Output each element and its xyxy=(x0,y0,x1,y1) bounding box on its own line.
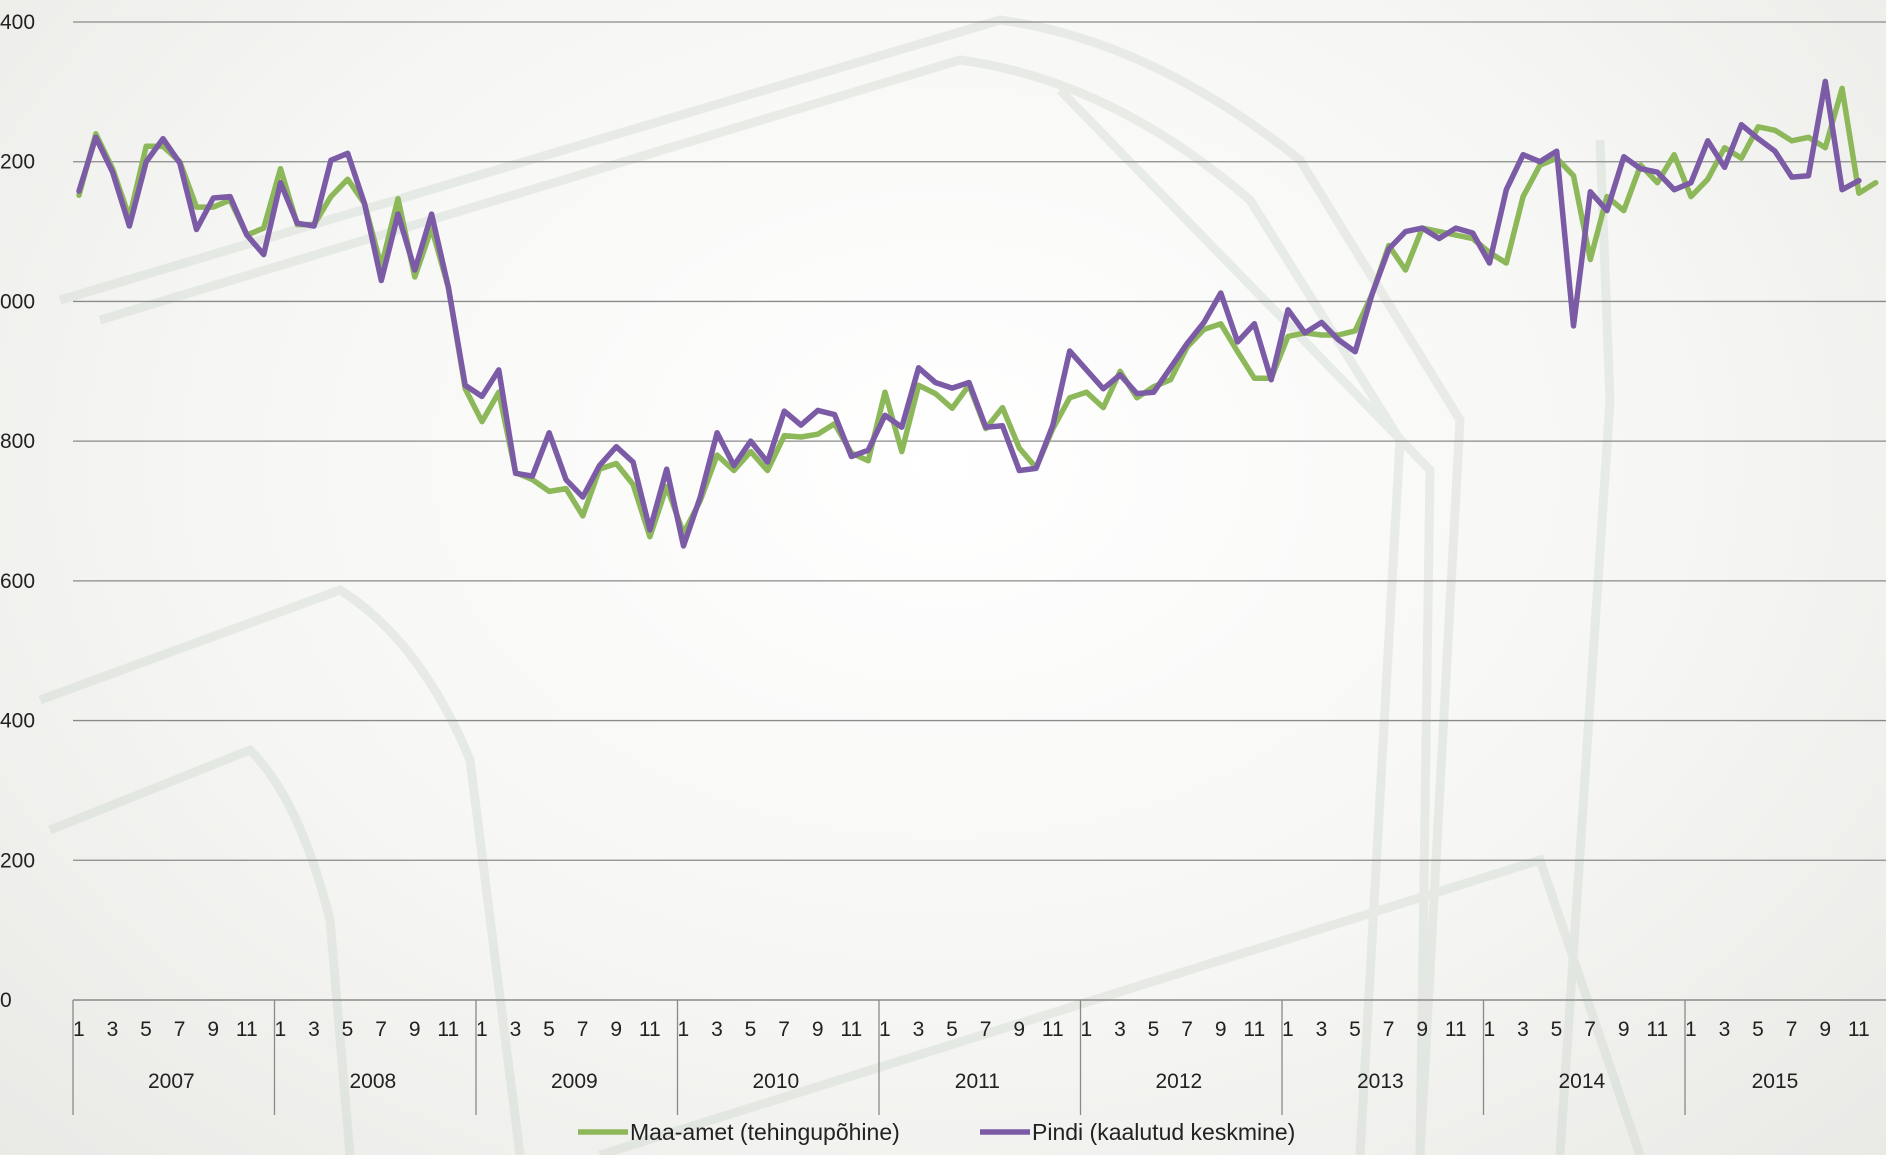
y-tick-label: 400 xyxy=(0,710,35,733)
x-year-label: 2013 xyxy=(1357,1070,1404,1093)
x-tick-label: 11 xyxy=(437,1018,459,1041)
x-tick-label: 1 xyxy=(879,1018,891,1041)
x-tick-label: 11 xyxy=(1445,1018,1467,1041)
x-tick-label: 9 xyxy=(1618,1018,1630,1041)
x-tick-label: 3 xyxy=(1517,1018,1529,1041)
legend-label: Pindi (kaalutud keskmine) xyxy=(1032,1119,1295,1145)
x-tick-label: 3 xyxy=(1316,1018,1328,1041)
x-tick-label: 5 xyxy=(745,1018,757,1041)
x-tick-label: 1 xyxy=(1685,1018,1697,1041)
x-year-label: 2010 xyxy=(752,1070,799,1093)
x-axis: 1 3 5 7 9 11 1 3 5 7 9 11 1 3 5 7 9 11 1 3 5 7 9 11 1 3 5 7 9 11 1 3 5 7 9… xyxy=(72,999,1886,1115)
x-tick-label: 11 xyxy=(1042,1018,1064,1041)
x-year-label: 2014 xyxy=(1558,1070,1605,1093)
x-tick-label: 5 xyxy=(140,1018,152,1041)
y-axis: 0 200 400 600 800 000 200 400 xyxy=(0,11,35,1012)
x-tick-label: 3 xyxy=(1719,1018,1731,1041)
x-tick-label: 7 xyxy=(1181,1018,1193,1041)
x-tick-label: 3 xyxy=(1114,1018,1126,1041)
y-tick-label: 0 xyxy=(0,989,12,1012)
legend-label: Maa-amet (tehingupõhine) xyxy=(630,1119,900,1145)
x-tick-label: 9 xyxy=(207,1018,219,1041)
x-tick-label: 5 xyxy=(1551,1018,1563,1041)
x-tick-label: 9 xyxy=(1819,1018,1831,1041)
series-line-2 xyxy=(76,78,1862,549)
x-tick-label: 11 xyxy=(840,1018,862,1041)
x-tick-label: 5 xyxy=(543,1018,555,1041)
x-tick-label: 11 xyxy=(1243,1018,1265,1041)
x-year-label: 2008 xyxy=(349,1070,396,1093)
x-tick-label: 5 xyxy=(1349,1018,1361,1041)
legend: Maa-amet (tehingupõhine) Pindi (kaalutud … xyxy=(578,1119,1295,1145)
x-tick-label: 3 xyxy=(107,1018,119,1041)
x-tick-label: 5 xyxy=(1752,1018,1764,1041)
x-tick-label: 3 xyxy=(308,1018,320,1041)
x-tick-label: 7 xyxy=(1383,1018,1395,1041)
x-tick-label: 9 xyxy=(610,1018,622,1041)
x-year-label: 2012 xyxy=(1155,1070,1202,1093)
grid-lines xyxy=(73,21,1886,861)
x-tick-label: 11 xyxy=(639,1018,661,1041)
series-layer xyxy=(76,78,1879,549)
y-tick-label: 200 xyxy=(0,849,35,872)
watermark-arc-2 xyxy=(98,55,1405,1155)
x-tick-label: 11 xyxy=(236,1018,258,1041)
x-tick-label: 3 xyxy=(510,1018,522,1041)
x-tick-label: 9 xyxy=(1215,1018,1227,1041)
x-tick-label: 5 xyxy=(342,1018,354,1041)
watermark-arc-1 xyxy=(58,15,1465,1155)
x-tick-label: 7 xyxy=(1584,1018,1596,1041)
x-tick-label: 11 xyxy=(1848,1018,1870,1041)
x-tick-label: 7 xyxy=(174,1018,186,1041)
x-tick-label: 1 xyxy=(1282,1018,1294,1041)
x-tick-label: 1 xyxy=(678,1018,690,1041)
y-tick-label: 600 xyxy=(0,570,35,593)
x-tick-label: 5 xyxy=(946,1018,958,1041)
x-tick-label: 9 xyxy=(1013,1018,1025,1041)
x-tick-label: 1 xyxy=(275,1018,287,1041)
x-tick-label: 11 xyxy=(1646,1018,1668,1041)
x-year-label: 2011 xyxy=(955,1070,1000,1093)
x-tick-label: 9 xyxy=(409,1018,421,1041)
x-tick-label: 7 xyxy=(577,1018,589,1041)
x-tick-label: 1 xyxy=(1081,1018,1093,1041)
x-tick-label: 1 xyxy=(1484,1018,1496,1041)
x-tick-label: 1 xyxy=(476,1018,488,1041)
x-tick-label: 1 xyxy=(73,1018,85,1041)
y-tick-label: 000 xyxy=(0,290,35,313)
x-tick-label: 7 xyxy=(1786,1018,1798,1041)
watermark-arc-5 xyxy=(48,744,355,1155)
x-tick-label: 7 xyxy=(980,1018,992,1041)
x-tick-label: 3 xyxy=(913,1018,925,1041)
x-year-label: 2015 xyxy=(1752,1070,1799,1093)
y-tick-label: 400 xyxy=(0,11,35,34)
x-year-label: 2009 xyxy=(551,1070,598,1093)
x-tick-label: 5 xyxy=(1148,1018,1160,1041)
x-tick-label: 7 xyxy=(375,1018,387,1041)
watermark-arc-3 xyxy=(1056,86,1435,1155)
x-tick-label: 3 xyxy=(711,1018,723,1041)
x-year-label: 2007 xyxy=(148,1070,195,1093)
x-tick-label: 9 xyxy=(1416,1018,1428,1041)
x-tick-label: 7 xyxy=(778,1018,790,1041)
y-tick-label: 800 xyxy=(0,430,35,453)
x-tick-label: 9 xyxy=(812,1018,824,1041)
watermark-arc-4 xyxy=(38,585,525,1155)
y-tick-label: 200 xyxy=(0,151,35,174)
watermark-arc-7 xyxy=(1555,139,1615,1155)
